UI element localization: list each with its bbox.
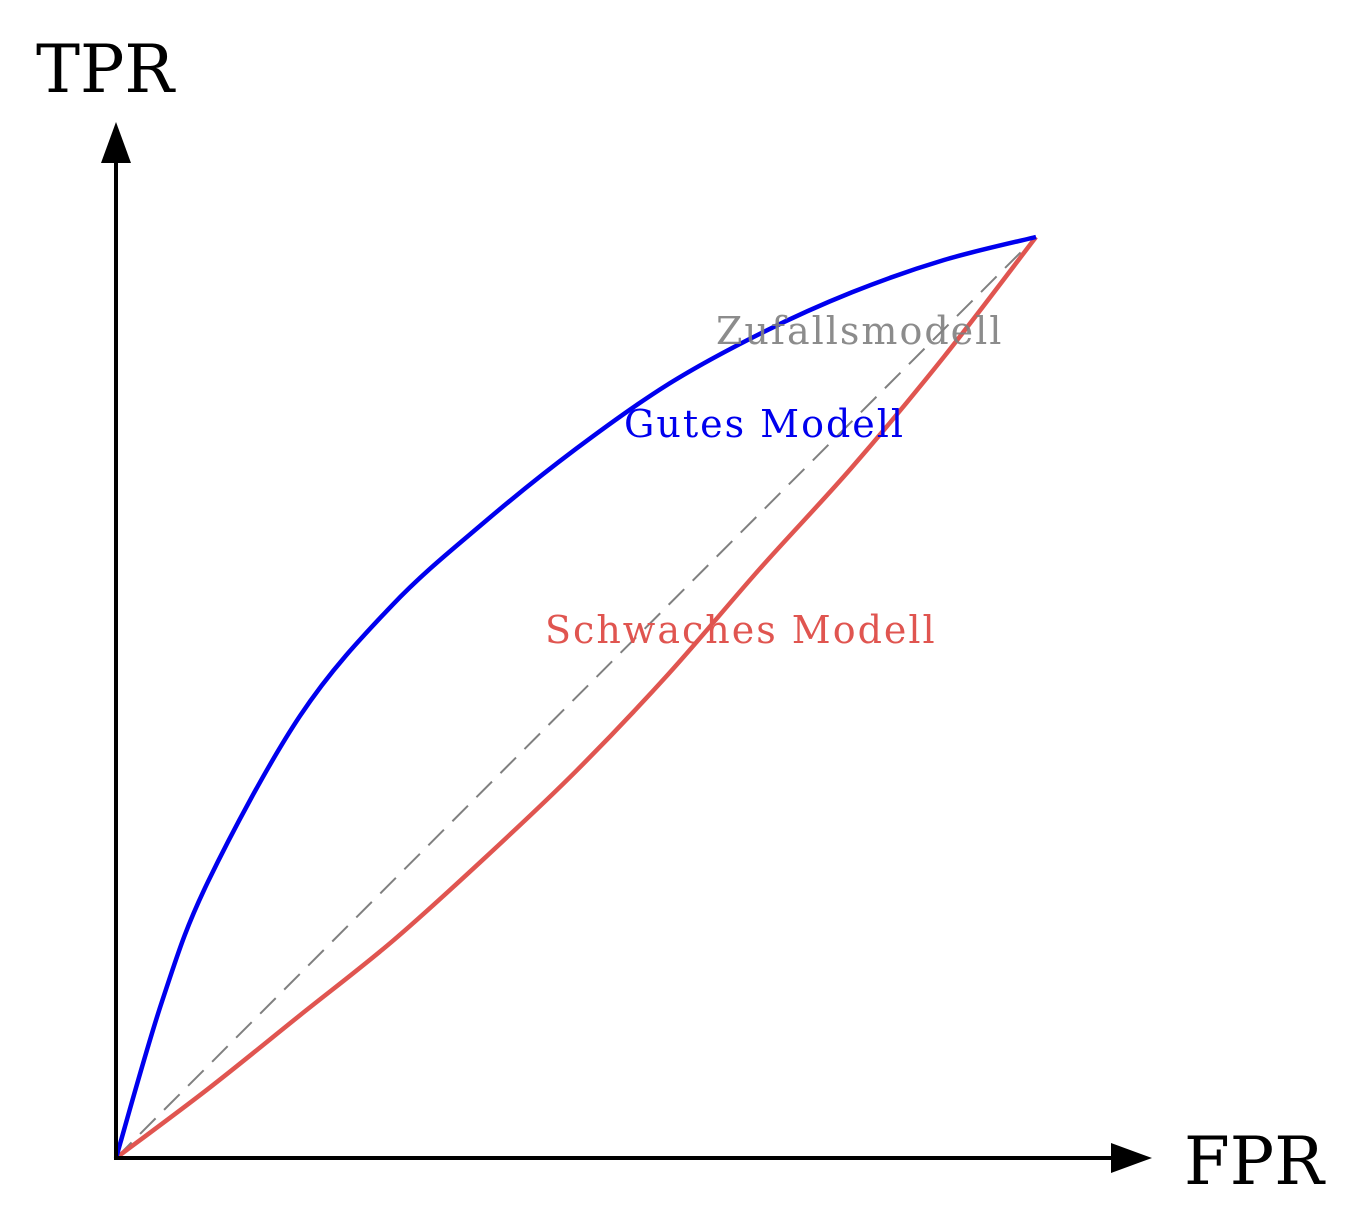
series-line-schwaches-modell <box>114 235 1038 1160</box>
y-axis-label: TPR <box>36 31 176 108</box>
curves <box>113 234 1038 1160</box>
series-label-schwaches-modell: Schwaches Modell <box>545 608 937 652</box>
series-line-gutes-modell <box>113 234 1037 1159</box>
y-axis-arrowhead-icon <box>101 122 131 163</box>
series-label-zufallsmodell: Zufallsmodell <box>716 309 1003 353</box>
series-label-gutes-modell: Gutes Modell <box>624 402 905 446</box>
x-axis-label: FPR <box>1184 1123 1326 1200</box>
series-line-zufallsmodell <box>115 236 1037 1159</box>
x-axis-arrowhead-icon <box>1111 1143 1152 1173</box>
